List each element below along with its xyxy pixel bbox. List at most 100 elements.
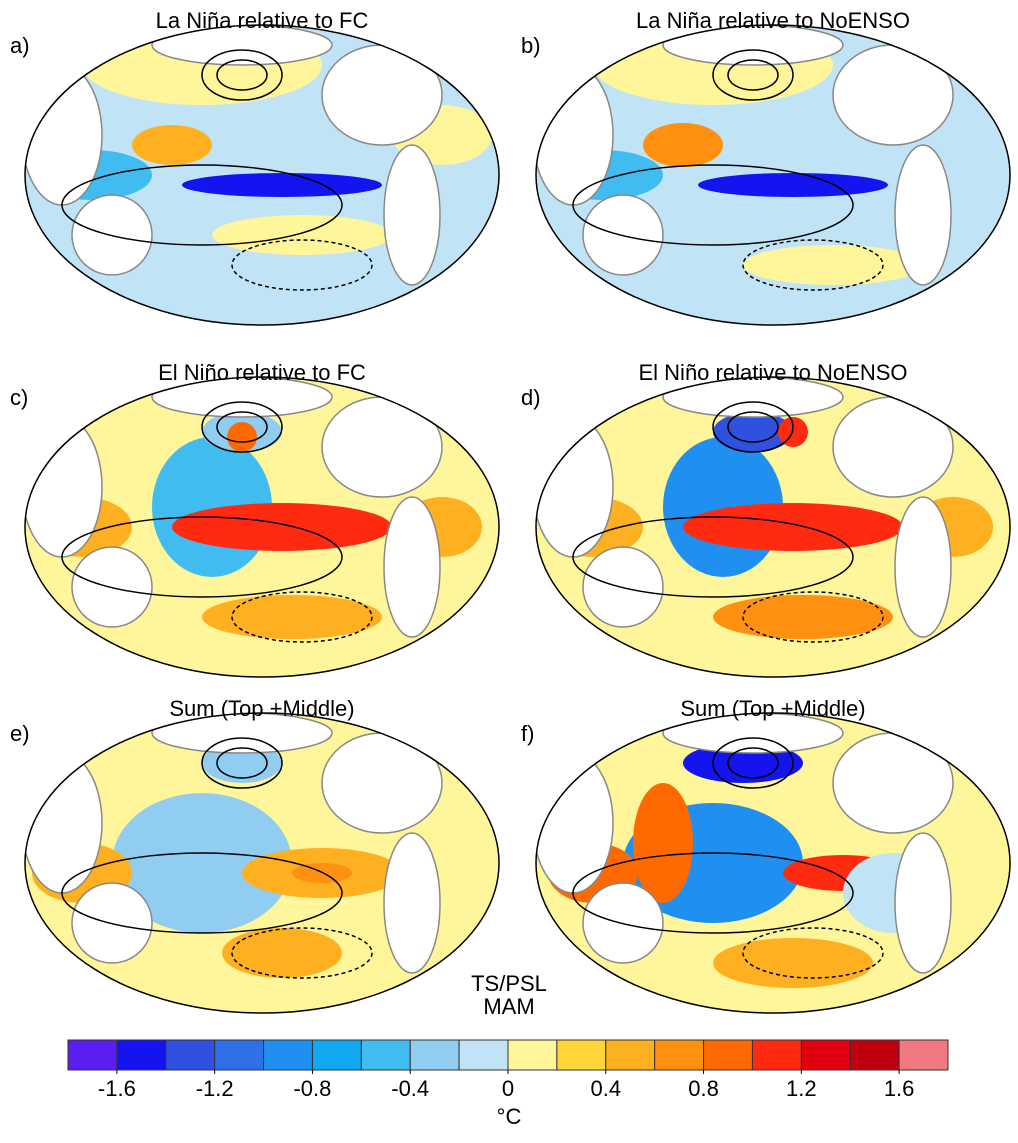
contour xyxy=(727,411,779,443)
map-field xyxy=(222,928,342,978)
panel-title: Sum (Top +Middle) xyxy=(169,696,354,721)
panel-label: d) xyxy=(521,385,541,410)
colorbar-segment xyxy=(360,1039,411,1071)
colorbar-tick-label: -0.8 xyxy=(293,1076,331,1101)
panel-title: El Niño relative to FC xyxy=(158,360,366,385)
map-panel xyxy=(25,377,499,677)
colorbar-segment xyxy=(263,1039,313,1071)
map-border xyxy=(535,24,1011,326)
land xyxy=(151,25,333,66)
land xyxy=(321,396,443,498)
colorbar-segment xyxy=(703,1039,753,1071)
map-field xyxy=(743,245,923,285)
land xyxy=(662,25,844,66)
contour xyxy=(61,852,343,934)
land xyxy=(894,144,952,286)
map-border xyxy=(535,712,1011,1014)
colorbar-segment xyxy=(898,1039,949,1071)
contour xyxy=(231,927,373,979)
map-field xyxy=(713,938,873,988)
colorbar-tick-label: -1.6 xyxy=(98,1076,136,1101)
contour xyxy=(201,737,283,789)
colorbar-tick-label: 0 xyxy=(502,1076,514,1101)
land xyxy=(383,496,441,638)
map-field xyxy=(227,422,257,452)
colorbar-segment xyxy=(311,1039,362,1071)
colorbar-segment xyxy=(751,1039,802,1071)
colorbar-segment xyxy=(605,1039,656,1071)
map-field xyxy=(698,173,888,197)
colorbar-segment xyxy=(849,1039,900,1071)
colorbar-tick-label: 1.2 xyxy=(786,1076,817,1101)
panel-label: b) xyxy=(521,33,541,58)
land xyxy=(832,396,954,498)
contour xyxy=(572,852,854,934)
land xyxy=(832,44,954,146)
colorbar-tick-label: 0.8 xyxy=(688,1076,719,1101)
contour xyxy=(216,747,268,779)
colorbar-segment xyxy=(458,1039,509,1071)
colorbar-segment xyxy=(165,1039,216,1071)
map-field xyxy=(202,595,382,639)
land xyxy=(321,732,443,834)
contour xyxy=(727,747,779,779)
map-field xyxy=(643,123,723,167)
colorbar-tick-label: -1.2 xyxy=(196,1076,234,1101)
colorbar-tick-label: 0.4 xyxy=(590,1076,621,1101)
land xyxy=(151,377,333,418)
colorbar-segment xyxy=(214,1039,265,1071)
panel-label: c) xyxy=(10,385,28,410)
map-field xyxy=(683,503,903,551)
colorbar-segment xyxy=(654,1039,705,1071)
land xyxy=(662,713,844,754)
colorbar-segment xyxy=(67,1039,118,1071)
map-field xyxy=(713,412,793,452)
contour xyxy=(231,239,373,291)
land xyxy=(832,732,954,834)
contour xyxy=(216,59,268,91)
land xyxy=(894,832,952,974)
map-field xyxy=(172,503,392,551)
map-border xyxy=(24,376,500,678)
panel-label: e) xyxy=(10,721,30,746)
map-field xyxy=(132,125,212,165)
contour xyxy=(572,164,854,246)
panel-title: El Niño relative to NoENSO xyxy=(639,360,908,385)
contour xyxy=(572,516,854,598)
map-field xyxy=(633,783,693,903)
map-border xyxy=(24,712,500,1014)
contour xyxy=(201,401,283,453)
contour xyxy=(201,49,283,101)
panel-title: Sum (Top +Middle) xyxy=(680,696,865,721)
contour xyxy=(61,164,343,246)
contour xyxy=(742,239,884,291)
panel-label: f) xyxy=(521,721,534,746)
colorbar-tick-label: 1.6 xyxy=(884,1076,915,1101)
contour xyxy=(712,49,794,101)
contour xyxy=(727,59,779,91)
land xyxy=(383,832,441,974)
colorbar-segment xyxy=(116,1039,167,1071)
map-field xyxy=(713,595,893,639)
colorbar-segment xyxy=(800,1039,851,1071)
map-field xyxy=(112,793,292,933)
land xyxy=(662,377,844,418)
contour xyxy=(216,411,268,443)
contour xyxy=(231,591,373,643)
contour xyxy=(742,927,884,979)
map-border xyxy=(24,24,500,326)
annotation: MAM xyxy=(483,994,534,1019)
land xyxy=(383,144,441,286)
panel-title: La Niña relative to NoENSO xyxy=(636,8,910,33)
annotation: TS/PSL xyxy=(471,971,547,996)
contour xyxy=(712,737,794,789)
map-border xyxy=(535,376,1011,678)
map-panel xyxy=(25,713,499,1013)
land xyxy=(894,496,952,638)
colorbar-tick-label: -0.4 xyxy=(391,1076,429,1101)
colorbar-unit: °C xyxy=(497,1104,522,1129)
map-field xyxy=(182,173,382,197)
panel-title: La Niña relative to FC xyxy=(156,8,369,33)
contour xyxy=(61,516,343,598)
